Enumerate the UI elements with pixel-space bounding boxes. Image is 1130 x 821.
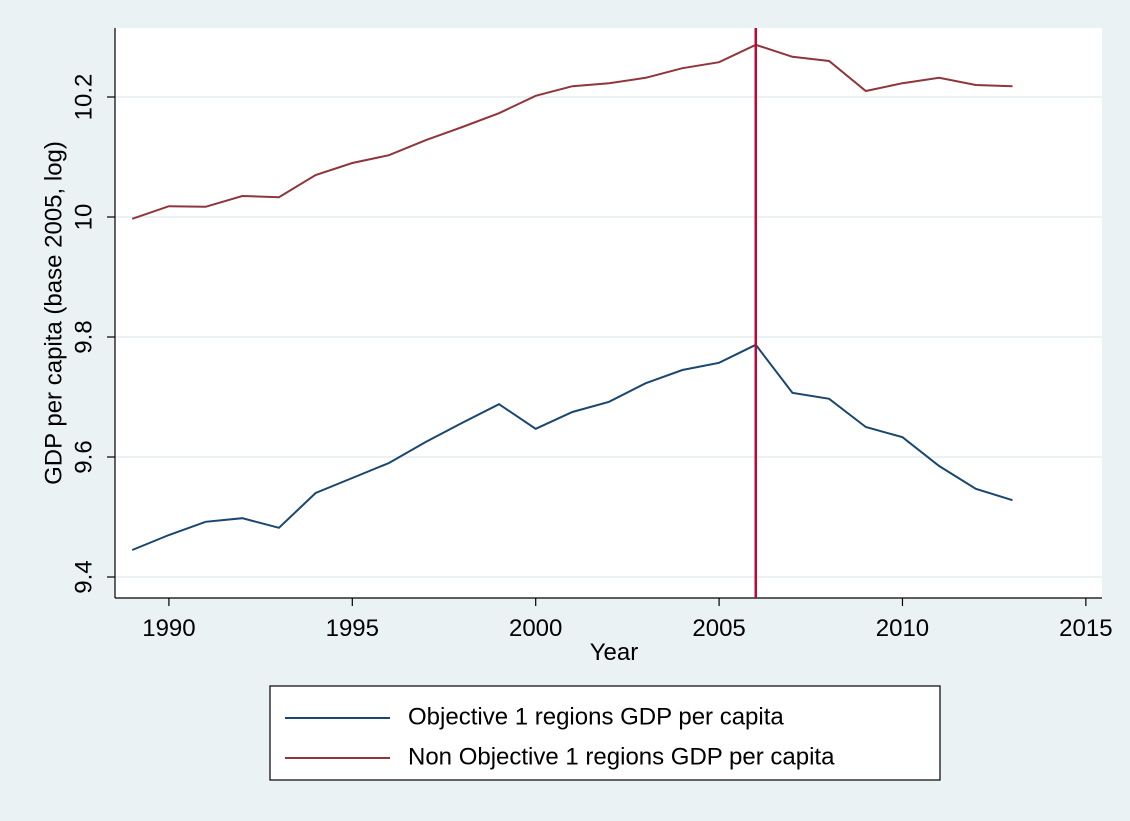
- x-tick-label: 1995: [326, 615, 379, 642]
- x-tick-label: 2000: [509, 615, 562, 642]
- x-tick-label: 2015: [1059, 615, 1112, 642]
- series-line: [131, 343, 1013, 551]
- legend-label: Objective 1 regions GDP per capita: [408, 703, 784, 730]
- x-tick-label: 1990: [142, 615, 195, 642]
- y-tick-label: 9.6: [70, 440, 97, 473]
- y-tick-label: 10: [70, 204, 97, 231]
- legend-label: Non Objective 1 regions GDP per capita: [408, 743, 835, 770]
- x-tick-label: 2010: [876, 615, 929, 642]
- y-tick-label: 10.2: [70, 74, 97, 121]
- series-line: [131, 43, 1013, 220]
- x-tick-label: 2005: [692, 615, 745, 642]
- plot-area: [115, 28, 1102, 598]
- x-axis-title: Year: [590, 639, 639, 666]
- y-axis-title: GDP per capita (base 2005, log): [40, 141, 67, 485]
- legend-box: [269, 685, 941, 781]
- y-tick-label: 9.8: [70, 320, 97, 353]
- y-tick-label: 9.4: [70, 560, 97, 593]
